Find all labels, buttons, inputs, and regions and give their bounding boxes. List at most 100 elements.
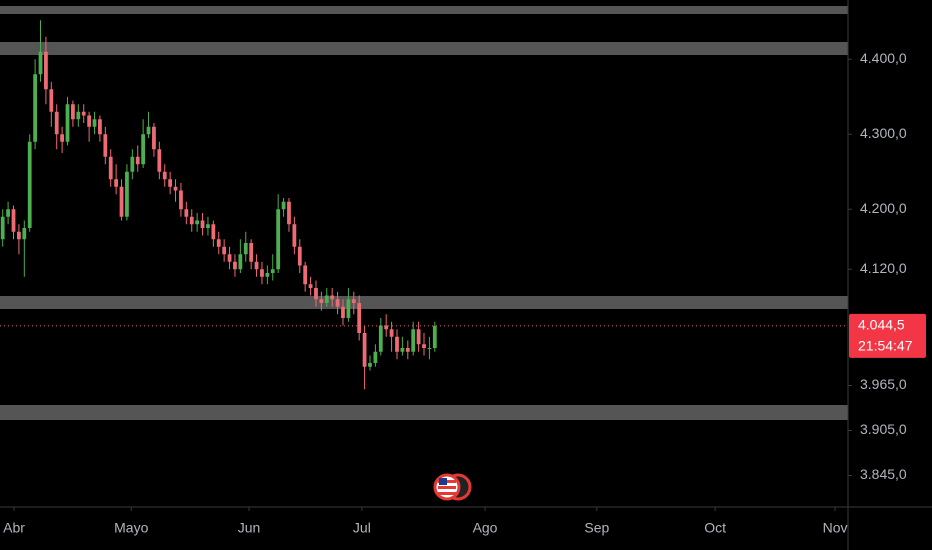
candle-body (341, 306, 345, 318)
candle-body (216, 239, 221, 247)
candle-body (6, 209, 10, 217)
candle-body (195, 220, 200, 225)
candle-body (135, 156, 140, 165)
candle-body (384, 325, 389, 330)
plot (0, 20, 437, 390)
flag-canton (439, 478, 447, 485)
candle-body (17, 231, 21, 240)
candle-body (238, 254, 243, 270)
candle-body (103, 134, 108, 157)
candle-body (87, 115, 92, 127)
x-tick-label: Abr (3, 520, 25, 536)
candle-body (211, 224, 216, 240)
candle-body (378, 325, 383, 352)
candle-body (330, 295, 335, 300)
candle-body (162, 171, 167, 180)
candle-body (65, 104, 70, 142)
candle-body (81, 111, 86, 116)
candle-body (389, 329, 394, 337)
candle-body (405, 348, 410, 352)
candle-body (324, 295, 329, 303)
candle-body (206, 224, 210, 228)
candle-body (368, 363, 372, 367)
candle-body (76, 111, 81, 120)
candle-body (362, 333, 367, 367)
candle-body (335, 299, 340, 307)
candle-body (249, 243, 254, 262)
candle-body (351, 299, 356, 303)
zone (0, 296, 848, 309)
candle-body (125, 171, 129, 217)
candle-body (38, 51, 43, 75)
candle-body (168, 179, 173, 187)
y-tick-label: 4.300,0 (860, 125, 907, 141)
candle-body (184, 209, 189, 217)
candle-body (260, 269, 264, 277)
candle-body (357, 303, 362, 333)
candle-body (200, 220, 205, 228)
candle-body (222, 246, 227, 255)
candle-body (303, 265, 308, 285)
candle-body (395, 336, 399, 352)
candle-body (233, 261, 237, 270)
candle-body (152, 126, 156, 150)
candle-body (346, 299, 351, 318)
candle-body (44, 51, 48, 90)
candle-body (141, 134, 146, 165)
candle-body (411, 329, 416, 352)
x-tick-label: Oct (704, 520, 726, 536)
y-tick-label: 4.200,0 (860, 200, 907, 216)
candle-body (254, 261, 259, 270)
y-tick-label: 3.845,0 (860, 466, 907, 482)
zone (0, 405, 848, 420)
candle-body (179, 190, 183, 210)
y-tick-label: 3.965,0 (860, 376, 907, 392)
candle-body (432, 325, 437, 348)
event-flag[interactable] (433, 473, 472, 501)
last-price-label: 4.044,5 (858, 317, 905, 333)
candle-body (189, 216, 194, 225)
candle-body (11, 209, 16, 232)
candle-body (33, 74, 37, 142)
price-axis-bg (849, 508, 932, 550)
candle-body (297, 246, 302, 266)
candle-body (416, 329, 421, 345)
candle-body (243, 243, 248, 255)
candle-body (60, 134, 65, 142)
candle-body (27, 141, 32, 228)
y-tick-label: 4.400,0 (860, 50, 907, 66)
candle-body (373, 351, 378, 363)
countdown-label: 21:54:47 (858, 338, 913, 354)
candle-body (0, 216, 5, 240)
candle-body (114, 179, 119, 187)
candle-body (227, 254, 232, 262)
x-tick-label: Jun (238, 520, 261, 536)
x-tick-label: Ago (473, 520, 498, 536)
candle-body (292, 224, 297, 247)
x-tick-label: Jul (353, 520, 371, 536)
zone (0, 42, 848, 55)
last-price-box (849, 313, 926, 358)
candle-body (276, 209, 281, 270)
candle-body (319, 299, 324, 303)
candle-body (22, 228, 27, 240)
y-tick-label: 3.905,0 (860, 421, 907, 437)
candle-body (92, 119, 97, 127)
candle-body (71, 104, 75, 120)
candle-body (422, 344, 426, 348)
candle-body (265, 273, 270, 277)
candle-body (157, 149, 162, 172)
candle-body (173, 186, 178, 191)
candle-body (400, 348, 405, 352)
x-tick-label: Sep (584, 520, 609, 536)
candle-body (54, 111, 59, 135)
candle-body (427, 348, 432, 349)
candle-body (98, 119, 102, 135)
candle-body (287, 201, 291, 225)
candle-body (270, 269, 275, 273)
x-tick-label: Nov (823, 520, 848, 536)
candle-body (119, 186, 124, 217)
